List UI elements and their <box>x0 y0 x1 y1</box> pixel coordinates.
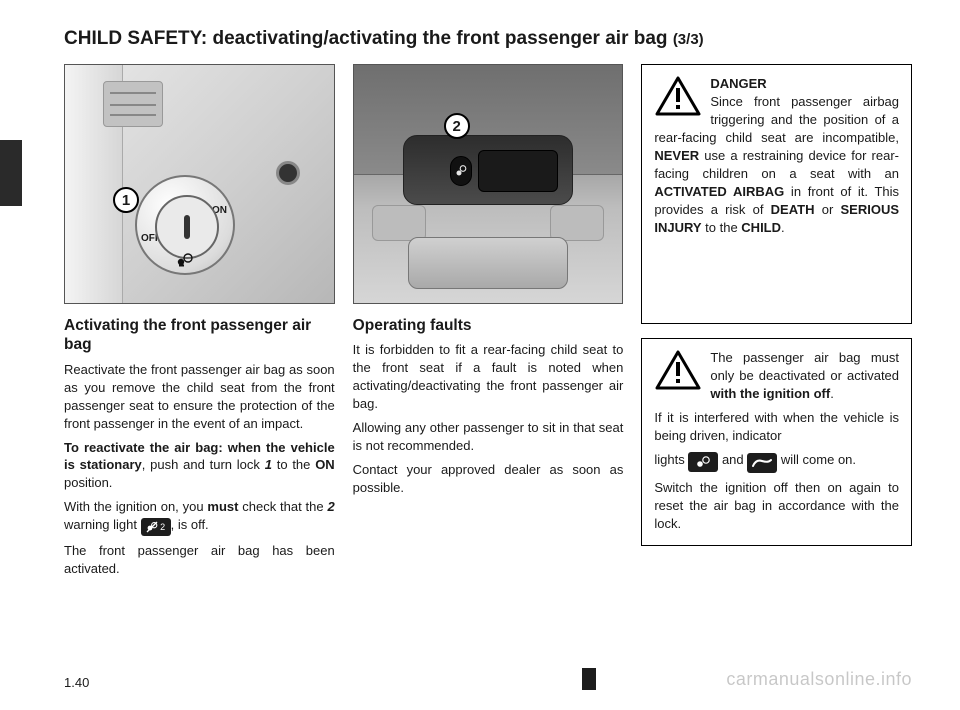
fig2-console-screen <box>478 150 558 192</box>
service-indicator-icon <box>747 453 777 473</box>
box2-p3: lights and will come on. <box>654 451 899 473</box>
callout-2: 2 <box>444 113 470 139</box>
section-tab <box>0 140 22 206</box>
fig1-keyhole <box>276 161 300 185</box>
columns: 26802 ON OFF 1 <box>64 64 912 584</box>
footer-mark <box>582 668 596 690</box>
danger-box: DANGER Since front passenger airbag trig… <box>641 64 912 324</box>
column-3: DANGER Since front passenger airbag trig… <box>641 64 912 584</box>
col1-p4: The front passenger air bag has been act… <box>64 542 335 578</box>
col2-p1: It is forbidden to fit a rear-facing chi… <box>353 341 624 413</box>
manual-page: CHILD SAFETY: deactivating/activating th… <box>0 0 960 584</box>
box2-p2: If it is interfered with when the vehicl… <box>654 409 899 445</box>
callout-2-label: 2 <box>453 118 461 135</box>
airbag-switch-dial: ON OFF <box>135 175 235 275</box>
fig2-warning-light <box>450 156 472 186</box>
callout-1: 1 <box>113 187 139 213</box>
fig1-vent <box>103 81 163 127</box>
column-1: 26802 ON OFF 1 <box>64 64 335 584</box>
caution-box: The passenger air bag must only be deact… <box>641 338 912 546</box>
airbag-off-indicator-icon: 2 <box>141 518 171 536</box>
warning-triangle-icon <box>654 349 702 391</box>
col2-heading: Operating faults <box>353 316 624 335</box>
warning-triangle-icon <box>654 75 702 117</box>
col1-p3: With the ignition on, you must check tha… <box>64 498 335 536</box>
watermark: carmanualsonline.info <box>726 669 912 690</box>
fig2-vent-left <box>372 205 426 241</box>
fig2-mirror <box>408 237 568 289</box>
col1-p1: Reactivate the front passenger air bag a… <box>64 361 335 433</box>
col1-body: Reactivate the front passenger air bag a… <box>64 361 335 578</box>
title-main: CHILD SAFETY: deactivating/activating th… <box>64 28 673 49</box>
column-2: 27453 2 Operating faults It is for <box>353 64 624 584</box>
dial-key-slot <box>155 195 219 259</box>
callout-1-label: 1 <box>122 192 130 209</box>
fig2-vent-right <box>550 205 604 241</box>
airbag-indicator-icon <box>688 452 718 472</box>
figure-1: 26802 ON OFF 1 <box>64 64 335 304</box>
page-number: 1.40 <box>64 675 89 690</box>
col1-heading: Activating the front passenger air bag <box>64 316 335 355</box>
col1-p2: To reactivate the air bag: when the vehi… <box>64 439 335 493</box>
title-sub: (3/3) <box>673 31 704 48</box>
airbag-icon <box>176 253 194 267</box>
fig2-overhead-console <box>403 135 573 205</box>
figure-2: 27453 2 <box>353 64 624 304</box>
dial-slot <box>184 215 190 239</box>
page-footer: 1.40 carmanualsonline.info <box>64 668 912 690</box>
box2-p4: Switch the ignition off then on again to… <box>654 479 899 533</box>
danger-header: DANGER <box>710 76 766 91</box>
col2-p3: Contact your approved dealer as soon as … <box>353 461 624 497</box>
col2-p2: Allowing any other passenger to sit in t… <box>353 419 624 455</box>
page-title: CHILD SAFETY: deactivating/activating th… <box>64 28 912 50</box>
col2-body: It is forbidden to fit a rear-facing chi… <box>353 341 624 497</box>
